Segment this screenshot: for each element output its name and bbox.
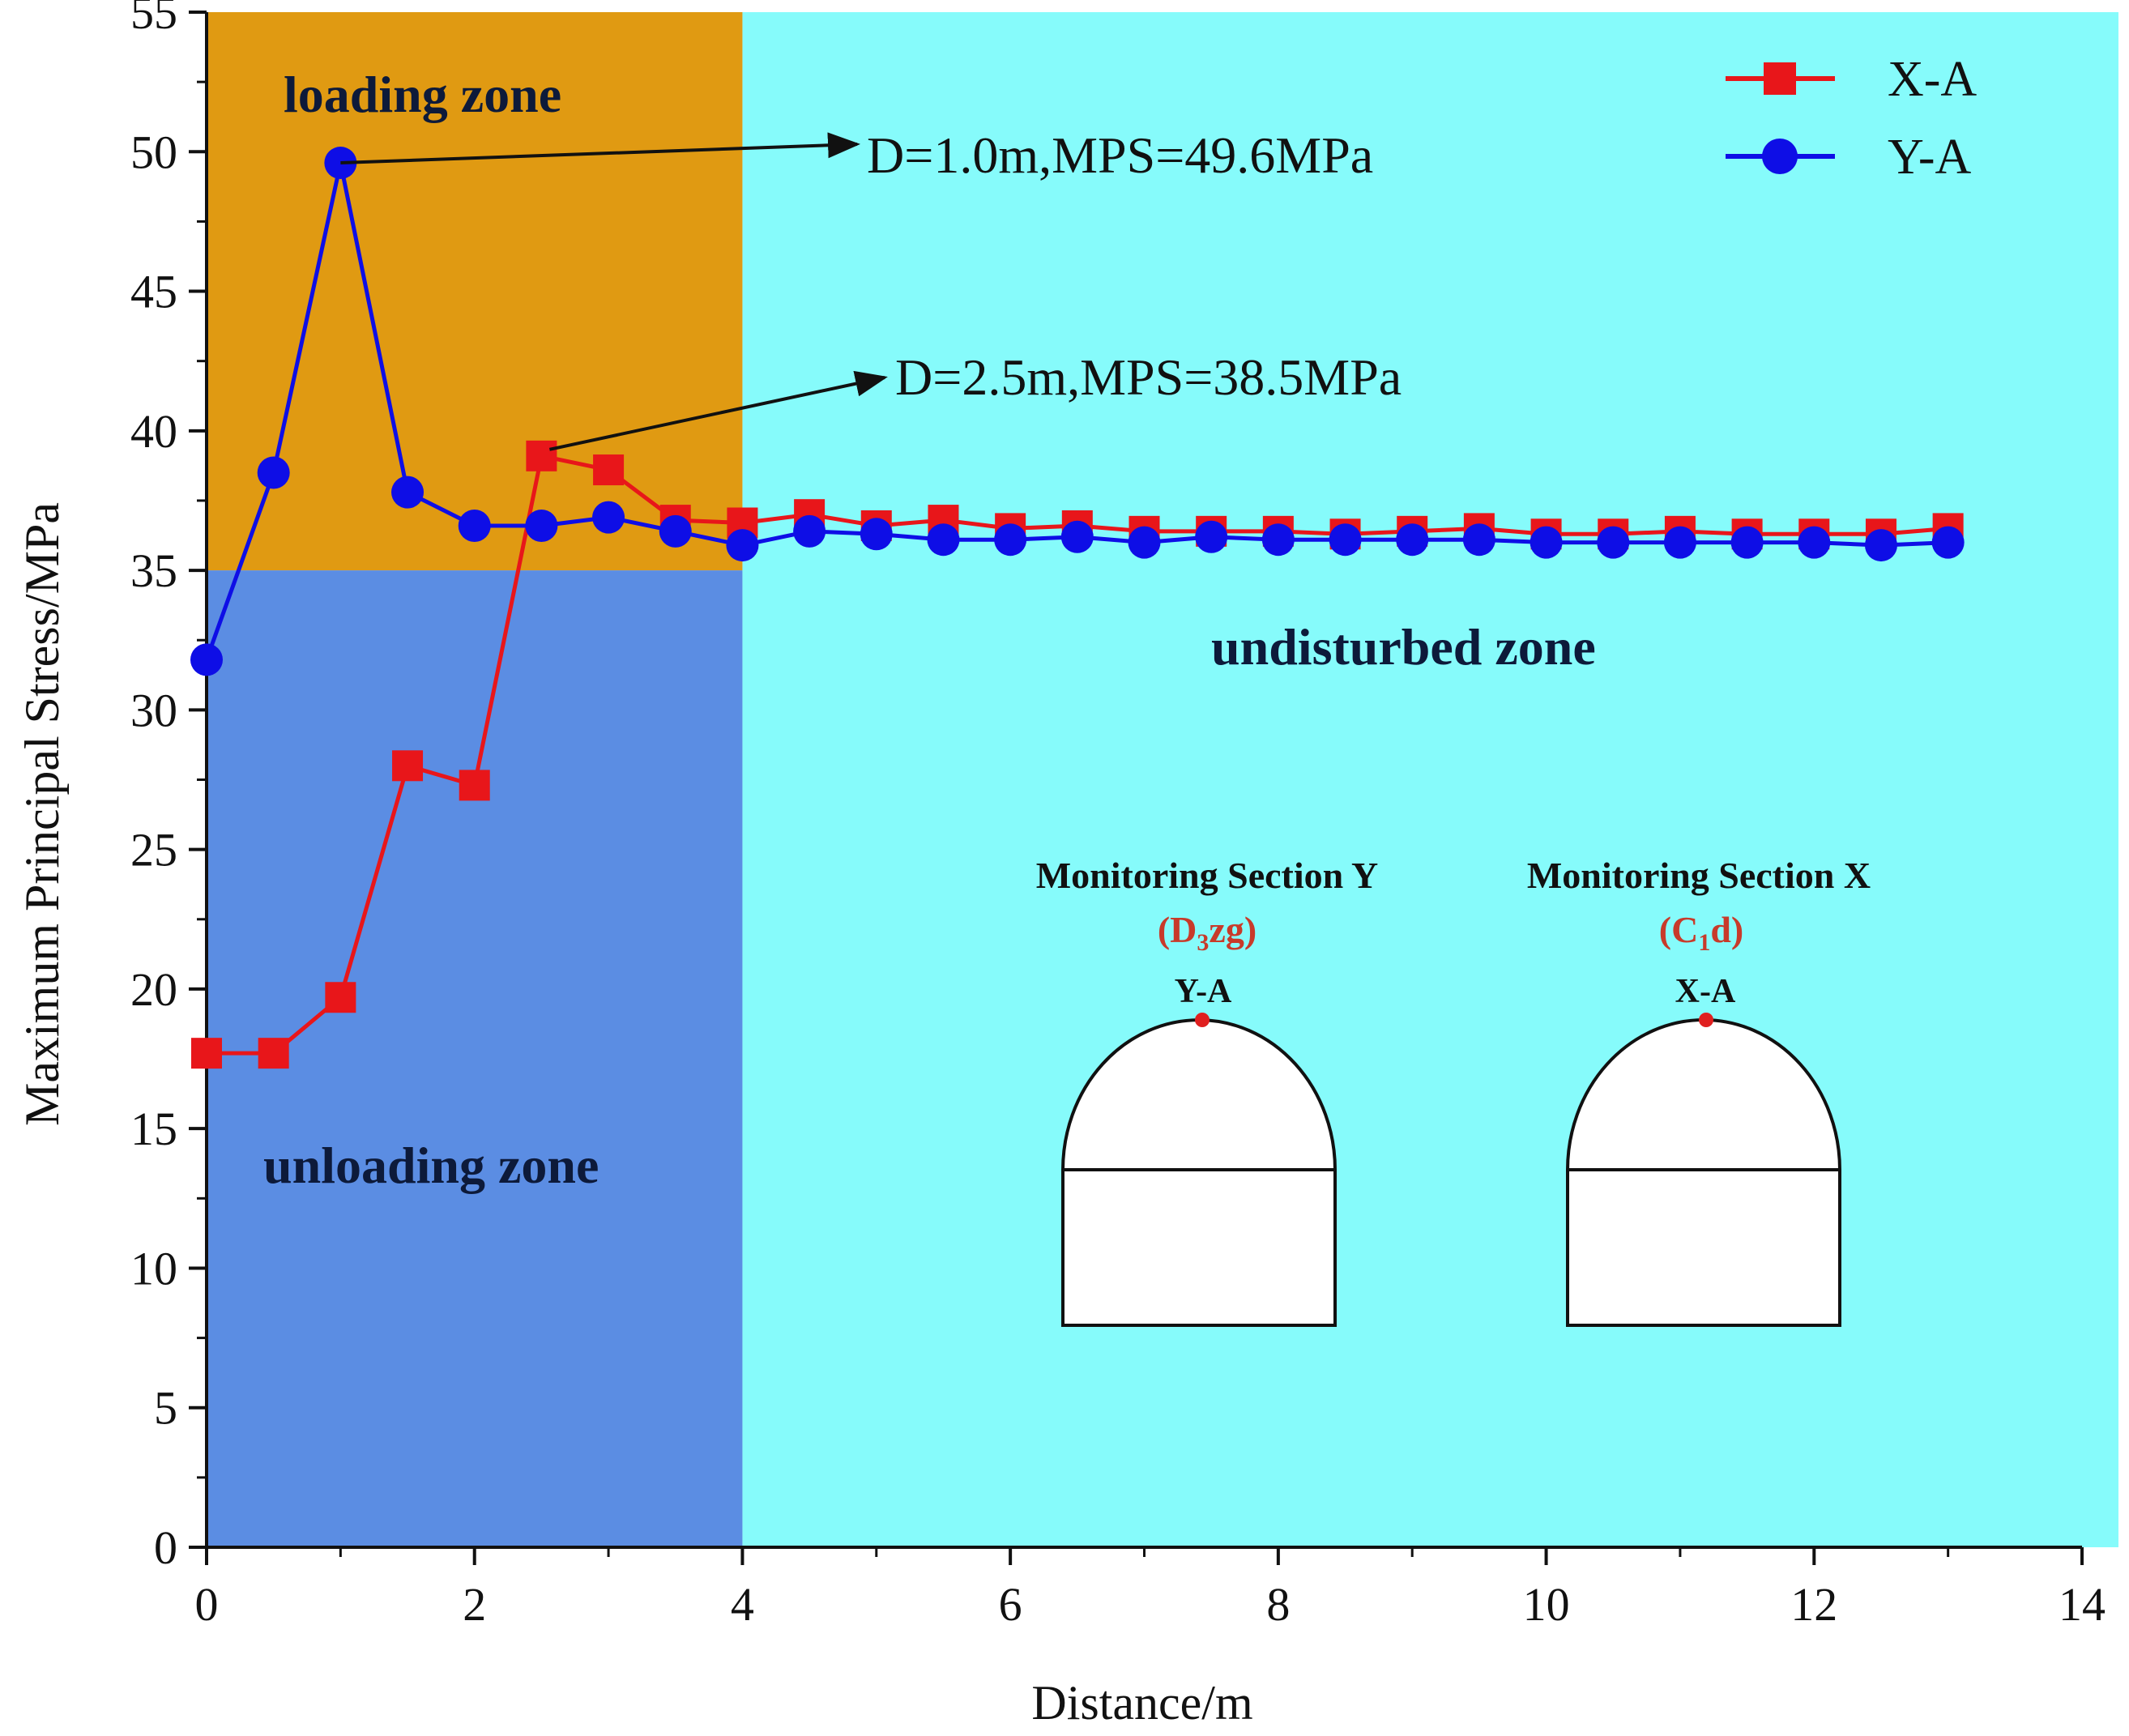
x-tick-label: 14 — [2059, 1578, 2106, 1631]
data-point-ya — [1931, 526, 1965, 559]
y-tick-label: 0 — [154, 1521, 177, 1574]
data-point-ya — [257, 456, 290, 489]
series-layer — [190, 147, 1965, 1069]
legend-marker-ya — [1762, 139, 1798, 174]
data-point-ya — [1329, 523, 1362, 557]
data-point-ya — [860, 518, 893, 551]
data-point-ya — [726, 529, 759, 562]
data-point-ya — [1261, 523, 1295, 557]
y-tick-label: 35 — [130, 544, 177, 597]
data-point-xa — [593, 454, 625, 486]
data-point-ya — [793, 514, 826, 548]
zone-backgrounds — [207, 12, 2118, 1548]
y-tick-label: 40 — [130, 405, 177, 458]
undisturbed-zone-region — [742, 12, 2118, 1547]
data-point-xa — [392, 750, 424, 782]
data-point-ya — [1195, 520, 1228, 553]
monitoring-point-ya — [1195, 1013, 1210, 1027]
tunnel-profile-x — [1566, 1018, 1841, 1327]
data-point-ya — [1663, 526, 1696, 559]
data-point-xa — [459, 770, 490, 801]
y-tick-label: 25 — [130, 824, 177, 877]
data-point-ya — [927, 523, 960, 557]
x-tick-label: 4 — [731, 1578, 754, 1631]
unloading-zone-label: unloading zone — [263, 1137, 599, 1194]
y-tick-label: 30 — [130, 684, 177, 736]
y-tick-label: 10 — [130, 1242, 177, 1295]
data-point-xa — [325, 982, 356, 1013]
x-tick-label: 2 — [463, 1578, 486, 1631]
legend-label-ya: Y-A — [1888, 130, 1972, 185]
section-y-title: Monitoring Section Y — [1036, 855, 1379, 896]
x-axis-title: Distance/m — [1031, 1676, 1252, 1730]
data-point-ya — [1864, 529, 1897, 562]
y-tick-label: 55 — [130, 0, 177, 39]
x-tick-label: 0 — [195, 1578, 219, 1631]
data-point-ya — [190, 643, 223, 676]
x-tick-label: 12 — [1790, 1578, 1837, 1631]
y-tick-label: 15 — [130, 1103, 177, 1155]
annotation-arrow-peak-xa — [548, 370, 888, 451]
annotation-arrow-peak-ya — [340, 132, 860, 165]
unloading-zone-region — [207, 570, 743, 1548]
y-axis-ticks: 0 5 10 15 20 25 30 35 40 45 50 55 — [130, 0, 207, 1574]
tunnel-profile-y — [1061, 1018, 1337, 1327]
section-x-point-label: X-A — [1675, 973, 1736, 1010]
legend: X-A Y-A — [1726, 52, 1977, 185]
undisturbed-zone-label: undisturbed zone — [1211, 618, 1596, 676]
monitoring-section-y: Monitoring Section Y (D3zg) Y-A — [1036, 855, 1379, 1327]
annotations: D=1.0m,MPS=49.6MPa D=2.5m,MPS=38.5MPa — [340, 126, 1402, 451]
monitoring-point-xa — [1699, 1013, 1713, 1027]
data-point-ya — [1396, 523, 1429, 557]
y-tick-label: 20 — [130, 963, 177, 1016]
data-point-ya — [994, 523, 1027, 557]
data-point-ya — [1597, 526, 1630, 559]
x-axis-ticks: 0 2 4 6 8 10 12 14 — [195, 1547, 2106, 1631]
annotation-peak-xa: D=2.5m,MPS=38.5MPa — [895, 348, 1402, 406]
x-tick-label: 6 — [999, 1578, 1022, 1631]
loading-zone-label: loading zone — [284, 66, 561, 123]
section-x-title: Monitoring Section X — [1527, 855, 1871, 896]
data-point-xa — [526, 440, 557, 471]
y-tick-label: 45 — [130, 266, 177, 318]
y-tick-label: 5 — [154, 1382, 177, 1435]
section-y-point-label: Y-A — [1175, 973, 1232, 1010]
data-point-ya — [1530, 526, 1563, 559]
data-point-xa — [258, 1038, 289, 1069]
data-point-ya — [525, 509, 558, 542]
data-point-ya — [1462, 523, 1495, 557]
y-axis-title: Maximum Principal Stress/MPa — [15, 502, 69, 1126]
legend-label-xa: X-A — [1888, 52, 1977, 107]
data-point-ya — [1730, 526, 1764, 559]
x-tick-label: 10 — [1523, 1578, 1570, 1631]
data-point-ya — [659, 514, 692, 548]
monitoring-section-x: Monitoring Section X (C1d) X-A — [1527, 855, 1871, 1327]
data-point-ya — [1798, 526, 1831, 559]
legend-marker-xa — [1764, 62, 1796, 95]
data-point-ya — [391, 476, 425, 509]
section-x-formation: (C1d) — [1659, 909, 1743, 956]
series-y-a — [190, 147, 1965, 676]
axes: 0 5 10 15 20 25 30 35 40 45 50 55 0 2 4 6 8 10 12 14 — [130, 0, 2106, 1631]
y-tick-label: 50 — [130, 126, 177, 178]
data-point-ya — [1060, 520, 1094, 553]
loading-zone-region — [207, 12, 743, 571]
data-point-xa — [191, 1038, 222, 1069]
data-point-ya — [458, 509, 491, 542]
annotation-peak-ya: D=1.0m,MPS=49.6MPa — [867, 126, 1373, 184]
data-point-ya — [592, 501, 625, 534]
x-tick-label: 8 — [1266, 1578, 1290, 1631]
data-point-ya — [1128, 526, 1161, 559]
